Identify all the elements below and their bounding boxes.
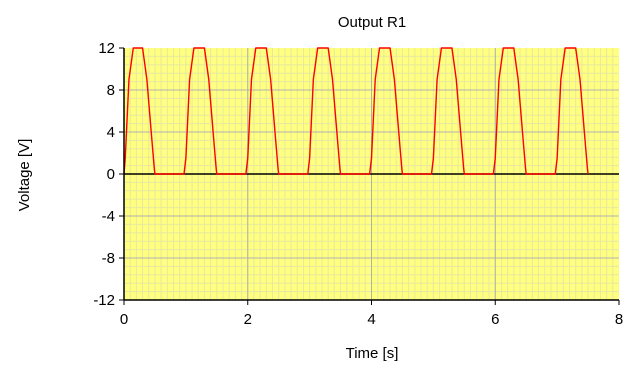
x-ticks: 0 2 4 6 8: [120, 300, 623, 328]
y-tick-label: -4: [102, 208, 115, 225]
y-tick-label: 4: [107, 124, 115, 141]
chart-title: Output R1: [338, 14, 406, 31]
x-tick-label: 0: [120, 311, 128, 328]
y-tick-label: 8: [107, 82, 115, 99]
y-tick-label: -12: [93, 292, 115, 309]
x-tick-label: 6: [491, 311, 499, 328]
y-tick-label: 12: [98, 40, 115, 57]
y-tick-label: 0: [107, 166, 115, 183]
x-tick-label: 8: [615, 311, 623, 328]
x-tick-label: 2: [244, 311, 252, 328]
y-tick-label: -8: [102, 250, 115, 267]
y-axis-label: Voltage [V]: [16, 139, 33, 212]
y-ticks: 12 8 4 0 -4 -8 -12: [93, 40, 124, 309]
x-tick-label: 4: [367, 311, 375, 328]
series-layer: [123, 47, 589, 175]
series-line: [123, 47, 589, 175]
x-axis-label: Time [s]: [346, 345, 399, 362]
